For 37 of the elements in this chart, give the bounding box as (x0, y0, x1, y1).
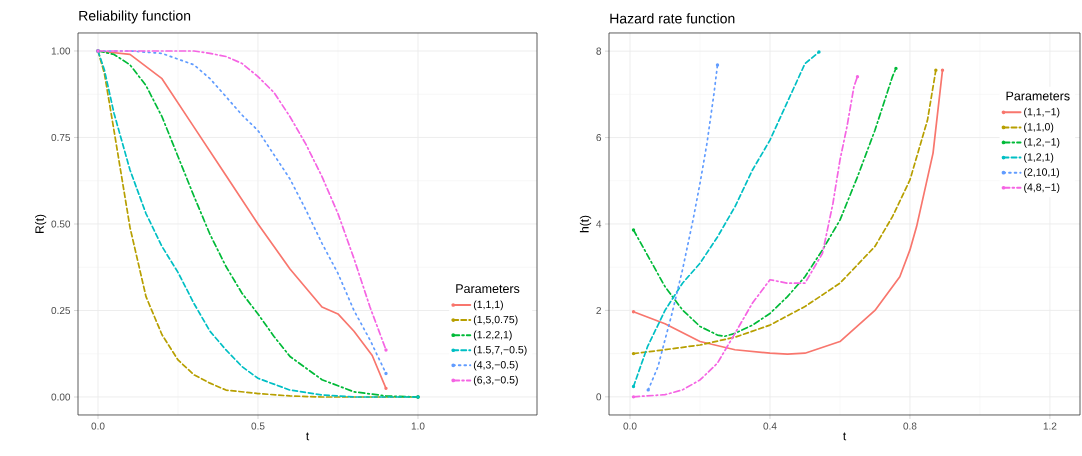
y-tick-label: 2 (596, 306, 601, 314)
y-axis-title: R(t) (35, 214, 47, 233)
x-tick-label: 1.2 (1043, 422, 1057, 430)
x-tick-label: 0.5 (251, 422, 265, 430)
chart-title: Reliability function (79, 10, 191, 24)
chart-title: Hazard rate function (610, 13, 735, 24)
x-tick-label: 1.0 (411, 422, 425, 430)
legend-label: (6,3,−0.5) (473, 375, 518, 386)
y-tick-label: 1.00 (51, 47, 71, 55)
x-axis-title: t (843, 432, 847, 441)
y-axis-title: h(t) (579, 215, 592, 233)
legend-label: (1,5,0.75) (473, 315, 518, 326)
x-tick-label: 0.0 (91, 422, 105, 430)
legend-label: (4,3,−0.5) (473, 360, 518, 371)
y-tick-label: 0.25 (51, 306, 71, 315)
legend-label: (1,1,0) (1024, 122, 1054, 133)
legend-label: (1.2,2,1) (473, 330, 512, 341)
x-tick-label: 0.0 (623, 422, 637, 430)
y-tick-label: 0 (596, 393, 602, 401)
legend-label: (4,8,−1) (1024, 183, 1060, 193)
y-tick-label: 0.75 (51, 133, 71, 142)
y-tick-label: 4 (596, 220, 602, 228)
legend-title: Parameters (1006, 91, 1070, 101)
x-tick-label: 0.8 (903, 422, 917, 430)
x-tick-label: 0.4 (763, 422, 777, 430)
legend-label: (1,1,1) (473, 300, 503, 311)
x-axis-title: t (306, 432, 310, 441)
y-tick-label: 6 (596, 134, 602, 142)
legend-label: (1,1,−1) (1024, 107, 1060, 118)
y-tick-label: 0.00 (51, 393, 71, 401)
legend-label: (1,2,−1) (1024, 137, 1060, 148)
legend-label: (1,2,1) (1024, 153, 1054, 163)
legend-label: (1.5,7,−0.5) (473, 345, 527, 356)
legend-label: (2,10,1) (1024, 168, 1060, 178)
y-tick-label: 8 (596, 47, 602, 55)
y-tick-label: 0.50 (51, 220, 71, 228)
legend-title: Parameters (456, 284, 520, 294)
